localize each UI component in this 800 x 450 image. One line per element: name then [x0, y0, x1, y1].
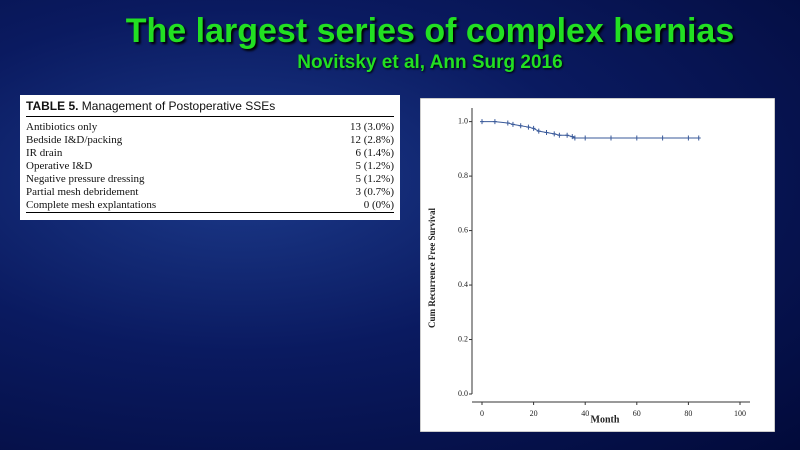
table-row: Operative I&D 5 (1.2%) [26, 160, 394, 173]
table-item: Complete mesh explantations [26, 199, 157, 211]
table-item: Partial mesh debridement [26, 186, 139, 198]
y-tick-label: 0.0 [458, 389, 468, 398]
x-tick-label: 20 [530, 409, 538, 418]
censor-mark [536, 128, 541, 134]
censor-mark [518, 123, 523, 129]
censor-mark [696, 135, 701, 141]
table-item: IR drain [26, 147, 63, 159]
x-tick-label: 100 [734, 409, 746, 418]
table-value: 5 (1.2%) [355, 160, 395, 172]
y-tick-label: 0.4 [458, 280, 468, 289]
censor-mark [634, 135, 639, 141]
x-axis-label: Month [591, 414, 620, 425]
table-row: IR drain 6 (1.4%) [26, 147, 394, 160]
table-value: 6 (1.4%) [355, 147, 395, 159]
table-row: Partial mesh debridement 3 (0.7%) [26, 186, 394, 199]
table-item: Antibiotics only [26, 121, 98, 133]
censor-mark [570, 134, 575, 140]
y-tick-label: 0.8 [458, 171, 468, 180]
slide-title: The largest series of complex hernias [125, 12, 735, 50]
table-item: Operative I&D [26, 160, 93, 172]
table-label: TABLE 5. [26, 99, 79, 113]
censor-mark [609, 135, 613, 141]
table-panel: TABLE 5. Management of Postoperative SSE… [20, 95, 400, 220]
censor-mark [557, 132, 562, 138]
table-item: Negative pressure dressing [26, 173, 145, 185]
censor-mark [544, 130, 549, 136]
censor-mark [565, 132, 570, 138]
table-caption: TABLE 5. Management of Postoperative SSE… [26, 99, 394, 117]
censor-mark [480, 119, 484, 125]
chart-frame [420, 98, 775, 432]
x-tick-label: 80 [684, 409, 692, 418]
censor-mark [505, 120, 510, 126]
table-value: 13 (3.0%) [350, 121, 394, 133]
y-axis-label: Cum Recurrence Free Survival [427, 208, 437, 328]
censor-mark [552, 131, 557, 137]
table-item: Bedside I&D/packing [26, 134, 123, 146]
table-value: 12 (2.8%) [350, 134, 394, 146]
table-row: Bedside I&D/packing 12 (2.8%) [26, 134, 394, 147]
table-row: Negative pressure dressing 5 (1.2%) [26, 173, 394, 186]
censor-mark [531, 125, 536, 131]
censor-mark [510, 121, 515, 127]
y-tick-label: 0.6 [458, 225, 468, 234]
y-tick-label: 0.2 [458, 334, 468, 343]
table-value: 0 (0%) [363, 199, 394, 211]
slide-subtitle: Novitsky et al, Ann Surg 2016 [297, 52, 563, 73]
censor-mark [686, 135, 691, 141]
x-tick-label: 40 [581, 409, 589, 418]
table-row: Antibiotics only 13 (3.0%) [26, 121, 394, 134]
table-row: Complete mesh explantations 0 (0%) [26, 199, 394, 213]
censor-mark [492, 119, 497, 125]
censor-mark [583, 135, 588, 141]
censor-mark [526, 124, 531, 130]
table-value: 5 (1.2%) [355, 173, 395, 185]
table: Antibiotics only 13 (3.0%) Bedside I&D/pac… [26, 121, 394, 213]
censor-mark [660, 135, 665, 141]
chart: Cum Recurrence Free Survival Month 0.0 0.… [420, 98, 775, 432]
table-title: Management of Postoperative SSEs [81, 99, 276, 113]
y-tick-label: 1.0 [458, 116, 468, 125]
x-tick-label: 0 [480, 409, 484, 418]
table-value: 3 (0.7%) [355, 186, 395, 198]
censor-mark [572, 135, 577, 141]
x-tick-label: 60 [633, 409, 641, 418]
